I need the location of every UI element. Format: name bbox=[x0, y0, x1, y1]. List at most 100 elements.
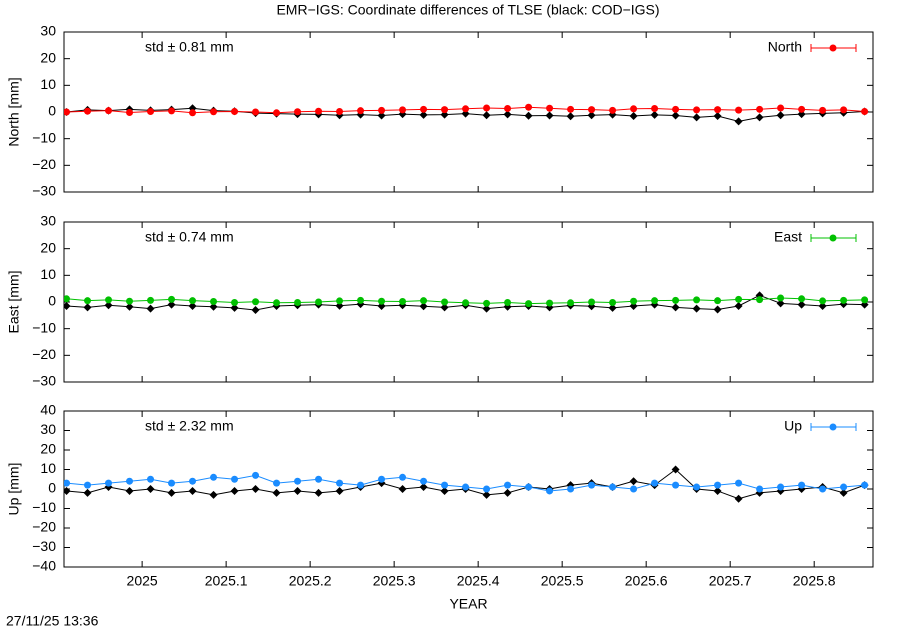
point bbox=[482, 304, 491, 313]
point bbox=[420, 105, 428, 113]
point bbox=[587, 111, 596, 120]
point bbox=[294, 108, 302, 116]
point bbox=[546, 487, 554, 495]
series-layer bbox=[64, 465, 869, 503]
point bbox=[440, 486, 449, 495]
point bbox=[672, 105, 680, 113]
point bbox=[210, 297, 218, 305]
annotation: std ± 0.81 mm bbox=[145, 39, 234, 55]
point bbox=[692, 304, 701, 313]
y-tick-label: 10 bbox=[40, 460, 56, 476]
point bbox=[419, 110, 428, 119]
point bbox=[357, 296, 365, 304]
point bbox=[251, 306, 260, 314]
point bbox=[483, 104, 491, 112]
point bbox=[377, 111, 386, 120]
point bbox=[798, 105, 806, 113]
point bbox=[294, 299, 302, 307]
point bbox=[167, 488, 176, 497]
point bbox=[188, 486, 197, 495]
point bbox=[126, 477, 134, 485]
y-axis-label: North [mm] bbox=[6, 77, 22, 146]
point bbox=[231, 107, 239, 115]
point bbox=[314, 488, 323, 497]
point bbox=[588, 106, 596, 114]
y-tick-label: −30 bbox=[32, 538, 56, 554]
point bbox=[146, 304, 155, 313]
point bbox=[734, 302, 743, 310]
point bbox=[399, 297, 407, 305]
x-tick-label: 2025 bbox=[127, 573, 158, 589]
point bbox=[503, 110, 512, 119]
point bbox=[231, 299, 239, 307]
legend-label: East bbox=[774, 229, 802, 245]
point bbox=[272, 488, 281, 497]
point bbox=[336, 479, 344, 487]
point bbox=[756, 105, 764, 113]
point bbox=[524, 111, 533, 120]
point bbox=[315, 298, 323, 306]
point bbox=[692, 113, 701, 122]
y-axis-label: East [mm] bbox=[6, 270, 22, 333]
y-axis-label: Up [mm] bbox=[6, 463, 22, 516]
point bbox=[315, 107, 323, 115]
y-tick-label: −30 bbox=[32, 183, 56, 199]
point bbox=[504, 299, 512, 307]
point bbox=[714, 481, 722, 489]
point bbox=[357, 107, 365, 115]
point bbox=[420, 297, 428, 305]
point bbox=[378, 475, 386, 483]
point bbox=[840, 106, 848, 114]
point bbox=[735, 295, 743, 303]
point bbox=[147, 475, 155, 483]
point bbox=[293, 486, 302, 495]
point bbox=[210, 473, 218, 481]
point bbox=[441, 106, 449, 114]
y-tick-label: −20 bbox=[32, 346, 56, 362]
point bbox=[608, 303, 617, 312]
point bbox=[230, 303, 239, 312]
point bbox=[777, 104, 785, 112]
point bbox=[671, 111, 680, 120]
point bbox=[189, 477, 197, 485]
figure-title: EMR−IGS: Coordinate differences of TLSE … bbox=[276, 2, 659, 18]
point bbox=[714, 106, 722, 114]
point bbox=[273, 479, 281, 487]
point bbox=[735, 479, 743, 487]
point bbox=[483, 485, 491, 493]
point bbox=[756, 296, 764, 304]
point bbox=[672, 296, 680, 304]
y-tick-label: 0 bbox=[48, 480, 56, 496]
y-tick-label: −20 bbox=[32, 156, 56, 172]
point bbox=[567, 299, 575, 307]
point bbox=[504, 481, 512, 489]
point bbox=[125, 302, 134, 311]
y-tick-label: 0 bbox=[48, 293, 56, 309]
point bbox=[64, 479, 71, 487]
point bbox=[84, 297, 92, 305]
point bbox=[482, 490, 491, 499]
point bbox=[546, 104, 554, 112]
point bbox=[671, 465, 680, 474]
y-tick-label: 20 bbox=[40, 441, 56, 457]
point bbox=[818, 302, 827, 310]
point bbox=[294, 477, 302, 485]
point bbox=[735, 106, 743, 114]
point bbox=[777, 483, 785, 491]
point bbox=[651, 479, 659, 487]
point bbox=[630, 485, 638, 493]
point bbox=[252, 108, 260, 116]
point bbox=[629, 477, 638, 486]
x-tick-label: 2025.7 bbox=[709, 573, 752, 589]
point bbox=[545, 111, 554, 120]
series-layer bbox=[64, 103, 869, 126]
y-tick-label: −40 bbox=[32, 558, 56, 574]
point bbox=[398, 485, 407, 493]
y-tick-label: 30 bbox=[40, 421, 56, 437]
point bbox=[651, 297, 659, 305]
point bbox=[188, 302, 197, 310]
point bbox=[756, 485, 764, 493]
point bbox=[125, 486, 134, 495]
